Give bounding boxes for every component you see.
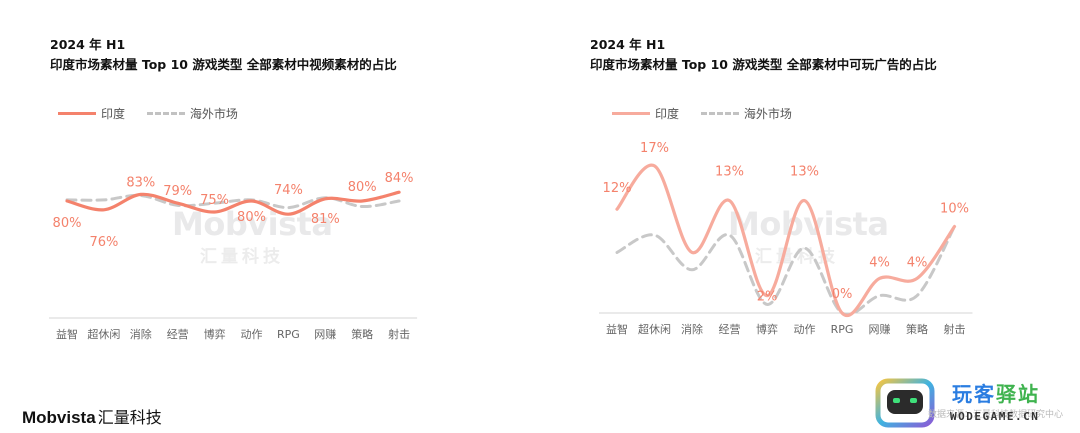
- chart-legend: 印度 海外市场: [612, 105, 810, 121]
- brand-name-cn: 汇量科技: [97, 410, 162, 427]
- source-note: 数据来源：汇量科技数据研究中心: [928, 410, 1064, 420]
- data-label: 13%: [715, 165, 744, 180]
- chart-legend: 印度 海外市场: [58, 105, 256, 121]
- series-line-overseas: [615, 225, 956, 317]
- brand-logo: Mobvista 汇量科技: [22, 404, 162, 428]
- data-label: 81%: [311, 212, 340, 227]
- data-label: 80%: [53, 216, 82, 231]
- line-chart-playable: 益智 超休闲 消除 经营 博弈 动作 RPG 网赚 策略 射击 12% 17% 13% 2% 13% 0% 4%…: [599, 141, 973, 336]
- series-line-india: [65, 190, 401, 216]
- x-tick-label: 经营: [719, 322, 741, 336]
- data-label: 75%: [200, 193, 229, 208]
- legend-item-india: 印度: [612, 105, 679, 122]
- legend-item-overseas: 海外市场: [700, 105, 792, 122]
- legend-item-india: 印度: [58, 105, 125, 122]
- watermark-logo-cn: 汇量科技: [200, 247, 284, 267]
- site-name: 玩客驿站: [952, 378, 1040, 407]
- legend-label: 海外市场: [189, 107, 238, 121]
- data-label: 10%: [940, 202, 969, 217]
- data-label: 4%: [907, 255, 928, 270]
- data-label: 4%: [869, 255, 890, 270]
- x-tick-label: 益智: [56, 327, 78, 341]
- x-tick-label: RPG: [831, 323, 854, 336]
- x-tick-label: 动作: [794, 323, 816, 336]
- site-name-b: 驿站: [996, 382, 1040, 406]
- data-label: 74%: [274, 183, 303, 198]
- data-label: 83%: [126, 175, 155, 190]
- data-label: 80%: [348, 180, 377, 195]
- data-label: 2%: [757, 290, 778, 305]
- x-tick-label: 益智: [606, 322, 628, 336]
- x-tick-label: 射击: [388, 327, 410, 341]
- site-url: WODEGAME.CN: [950, 410, 1040, 423]
- site-name-a: 玩客: [952, 382, 996, 406]
- line-chart-video: 益智 超休闲 消除 经营 博弈 动作 RPG 网赚 策略 射击 80% 76% 83% 79% 75% 80%…: [49, 171, 418, 341]
- x-tick-label: 经营: [167, 327, 189, 341]
- legend-swatch-dashed: [700, 112, 739, 115]
- x-tick-label: 策略: [906, 322, 928, 336]
- x-tick-label: 超休闲: [638, 322, 671, 336]
- data-label: 80%: [237, 210, 266, 225]
- data-label: 17%: [640, 141, 669, 156]
- legend-label: 海外市场: [743, 107, 792, 121]
- x-tick-label: RPG: [277, 328, 300, 341]
- watermark-logo: Mobvista: [172, 205, 333, 243]
- chart-title-year: 2024 年 H1: [590, 37, 666, 52]
- legend-label: 印度: [655, 107, 680, 121]
- legend-swatch-dashed: [146, 112, 185, 115]
- data-label: 0%: [832, 287, 853, 302]
- x-tick-label: 策略: [351, 327, 373, 341]
- legend-swatch-solid: [612, 112, 650, 115]
- series-line-overseas: [65, 193, 401, 210]
- chart-title: 印度市场素材量 Top 10 游戏类型 全部素材中可玩广告的占比: [590, 57, 937, 72]
- legend-swatch-solid: [58, 112, 96, 115]
- x-tick-label: 网赚: [869, 322, 891, 336]
- x-tick-label: 射击: [944, 322, 966, 336]
- x-tick-label: 博弈: [756, 322, 778, 336]
- x-tick-label: 动作: [241, 328, 263, 341]
- data-label: 79%: [163, 184, 192, 199]
- x-tick-label: 消除: [130, 327, 152, 341]
- chart-panel-playable: 2024 年 H1 印度市场素材量 Top 10 游戏类型 全部素材中可玩广告的…: [540, 0, 1080, 380]
- data-label: 13%: [790, 165, 819, 180]
- legend-label: 印度: [101, 107, 126, 121]
- brand-name: Mobvista: [22, 408, 96, 427]
- chart-title: 印度市场素材量 Top 10 游戏类型 全部素材中视频素材的占比: [50, 57, 397, 72]
- legend-item-overseas: 海外市场: [146, 105, 238, 122]
- chart-panel-video: 2024 年 H1 印度市场素材量 Top 10 游戏类型 全部素材中视频素材的…: [0, 0, 540, 380]
- data-label: 84%: [385, 171, 414, 186]
- watermark-logo: Mobvista: [728, 205, 889, 243]
- x-tick-label: 消除: [681, 322, 703, 336]
- data-label: 12%: [603, 181, 632, 196]
- robot-face-icon: [875, 378, 935, 428]
- series-line-india: [615, 163, 957, 318]
- x-tick-label: 博弈: [204, 327, 226, 341]
- x-tick-label: 超休闲: [87, 327, 120, 341]
- chart-title-year: 2024 年 H1: [50, 37, 126, 52]
- x-tick-label: 网赚: [314, 327, 336, 341]
- data-label: 76%: [89, 235, 118, 250]
